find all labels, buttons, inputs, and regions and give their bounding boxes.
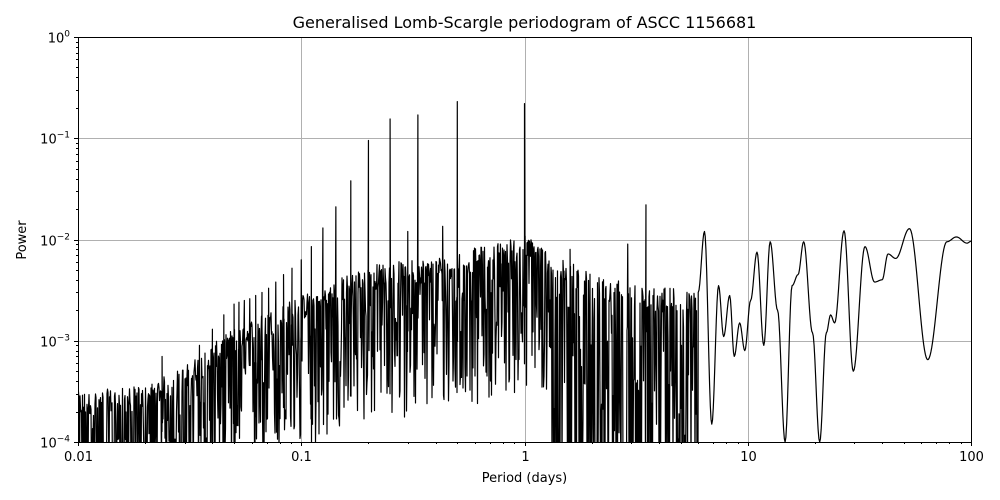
y-tick-labels: 10−4 10−3 10−2 10−1 100: [40, 30, 70, 452]
x-tick-label: 100: [959, 450, 984, 465]
y-tick-label: 10−2: [40, 233, 70, 250]
x-tick-label: 0.1: [291, 450, 312, 465]
axis-ticks: [74, 37, 972, 446]
x-tick-label: 1: [521, 450, 529, 465]
y-tick-label: 10−1: [40, 131, 70, 148]
y-tick-label: 100: [48, 30, 71, 47]
y-tick-label: 10−4: [40, 435, 70, 452]
x-tick-label: 10: [740, 450, 757, 465]
y-tick-label: 10−3: [40, 334, 70, 351]
x-axis-label: Period (days): [482, 471, 568, 486]
plot-area: [78, 101, 971, 442]
x-tick-labels: 0.01 0.1 1 10 100: [64, 450, 984, 465]
chart-title: Generalised Lomb-Scargle periodogram of …: [293, 13, 757, 32]
y-axis-label: Power: [15, 220, 30, 260]
x-tick-label: 0.01: [64, 450, 93, 465]
periodogram-line: [78, 101, 971, 442]
